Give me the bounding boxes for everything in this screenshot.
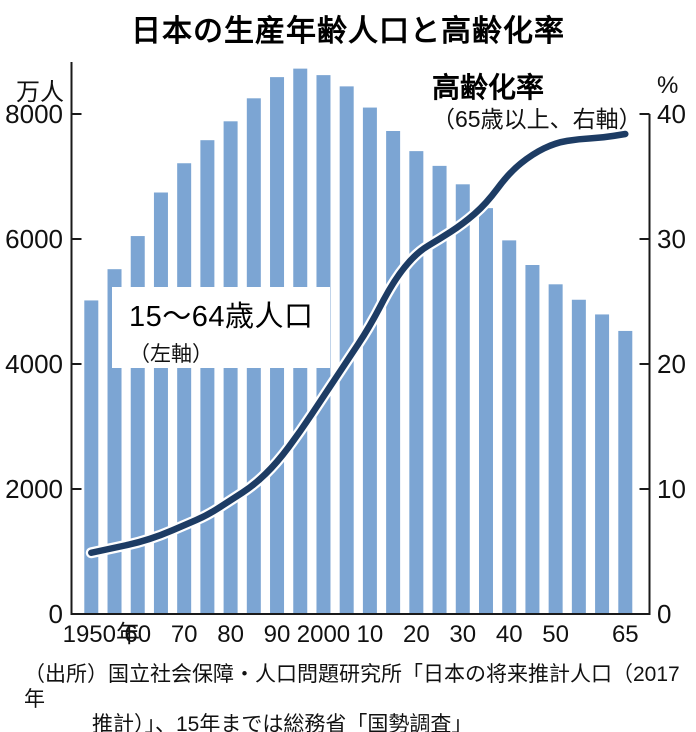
x-axis-tick-label: 80 bbox=[217, 621, 244, 648]
population-bar bbox=[177, 163, 192, 613]
population-bar bbox=[362, 107, 377, 613]
population-bar bbox=[455, 184, 470, 613]
source-note-line2: 推計）」、15年までは総務省「国勢調査」 bbox=[92, 713, 473, 732]
source-note-line1: （出所）国立社会保障・人口問題研究所「日本の将来推計人口（2017年 bbox=[24, 663, 680, 711]
left-axis-tick-label: 8000 bbox=[5, 99, 63, 129]
population-bar bbox=[571, 299, 586, 613]
right-axis-tick-label: 20 bbox=[657, 349, 686, 379]
left-axis-tick-label: 2000 bbox=[5, 474, 63, 504]
chart-title: 日本の生産年齢人口と高齢化率 bbox=[131, 15, 565, 48]
right-axis-tick-label: 0 bbox=[657, 599, 671, 629]
right-axis-tick-label: 10 bbox=[657, 474, 686, 504]
right-axis-tick-label: 30 bbox=[657, 224, 686, 254]
population-bar bbox=[200, 140, 215, 613]
x-axis-tick-label: 65 bbox=[612, 621, 639, 648]
population-bar bbox=[386, 131, 401, 613]
population-bar bbox=[478, 208, 493, 613]
right-axis-tick-label: 40 bbox=[657, 99, 686, 129]
x-axis-tick-label: 30 bbox=[449, 621, 476, 648]
population-bar bbox=[153, 192, 168, 613]
left-axis-tick-label: 4000 bbox=[5, 349, 63, 379]
population-bar bbox=[432, 165, 447, 613]
aging-rate-legend-title: 高齢化率 bbox=[432, 72, 545, 103]
aging-rate-legend-subtitle: （65歳以上、右軸） bbox=[432, 106, 642, 133]
x-axis-tick-label: 50 bbox=[542, 621, 569, 648]
aging-rate-line bbox=[88, 130, 629, 556]
population-bar bbox=[409, 151, 424, 613]
x-axis-tick-label: 2000 bbox=[297, 621, 350, 648]
x-axis-tick-label: 40 bbox=[496, 621, 523, 648]
population-bar bbox=[525, 265, 540, 613]
working-age-legend-subtitle: （左軸） bbox=[129, 343, 213, 366]
x-axis-tick-label: 10 bbox=[357, 621, 384, 648]
x-axis-tick-label: 20 bbox=[403, 621, 430, 648]
x-axis-tick-label: 70 bbox=[171, 621, 198, 648]
population-bar bbox=[548, 284, 563, 613]
population-bar bbox=[595, 314, 610, 613]
population-bar bbox=[84, 300, 99, 613]
x-axis-tick-label: 90 bbox=[264, 621, 291, 648]
source-note: （出所）国立社会保障・人口問題研究所「日本の将来推計人口（2017年 推計）」、… bbox=[24, 662, 684, 732]
x-axis-tick-label: 1950年 bbox=[63, 621, 140, 648]
x-axis-tick-label: 60 bbox=[124, 621, 151, 648]
population-bar bbox=[339, 86, 354, 613]
left-axis-unit-label: 万人 bbox=[16, 79, 64, 106]
aging-rate-legend: 高齢化率 （65歳以上、右軸） bbox=[432, 72, 672, 133]
working-age-legend-title: 15～64歳人口 bbox=[129, 301, 314, 333]
working-age-legend: 15～64歳人口 （左軸） bbox=[112, 287, 330, 368]
left-axis-tick-label: 6000 bbox=[5, 224, 63, 254]
population-bar bbox=[618, 330, 633, 613]
population-bar bbox=[502, 240, 517, 613]
left-axis-tick-label: 0 bbox=[49, 599, 63, 629]
right-axis-unit-label: % bbox=[657, 72, 679, 99]
